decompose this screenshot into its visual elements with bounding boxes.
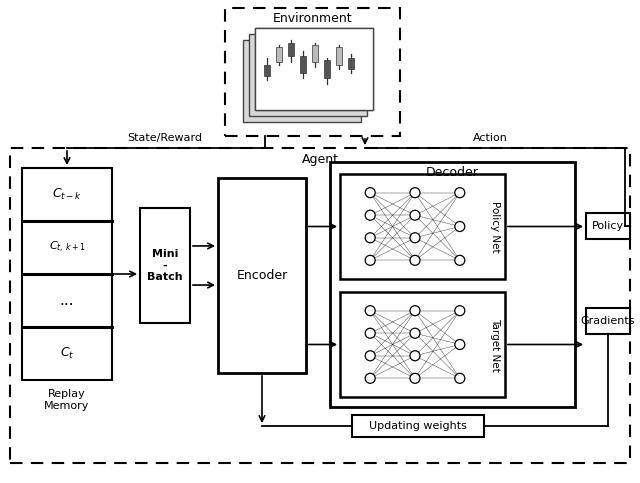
Bar: [10, 148, 630, 463]
Text: Encoder: Encoder: [236, 269, 287, 282]
Circle shape: [365, 373, 375, 384]
Circle shape: [410, 373, 420, 384]
Circle shape: [410, 256, 420, 265]
Circle shape: [410, 188, 420, 198]
Bar: [312, 45, 318, 61]
Bar: [348, 58, 354, 69]
Bar: [340, 174, 505, 279]
Bar: [264, 65, 270, 76]
Circle shape: [455, 373, 465, 384]
Bar: [140, 208, 190, 323]
Circle shape: [365, 210, 375, 220]
Text: $C_{t-k}$: $C_{t-k}$: [52, 187, 82, 202]
Circle shape: [365, 351, 375, 361]
Circle shape: [410, 233, 420, 243]
Bar: [225, 8, 400, 136]
Circle shape: [365, 328, 375, 338]
Text: Action: Action: [472, 133, 508, 143]
Bar: [330, 162, 575, 407]
Bar: [249, 34, 367, 116]
Circle shape: [455, 256, 465, 265]
Text: $C_t$: $C_t$: [60, 346, 74, 361]
Text: Policy Net: Policy Net: [490, 201, 500, 252]
Text: Agent: Agent: [301, 153, 339, 166]
Text: Target Net: Target Net: [490, 318, 500, 371]
Bar: [352, 415, 484, 437]
Bar: [336, 47, 342, 65]
Circle shape: [410, 328, 420, 338]
Circle shape: [455, 306, 465, 316]
Bar: [300, 56, 306, 72]
Bar: [22, 168, 112, 380]
Circle shape: [455, 340, 465, 350]
Circle shape: [410, 351, 420, 361]
Bar: [255, 28, 373, 110]
Text: ...: ...: [60, 293, 74, 308]
Circle shape: [365, 188, 375, 198]
Bar: [276, 47, 282, 61]
Bar: [255, 28, 373, 110]
Text: Replay
Memory: Replay Memory: [44, 389, 90, 411]
Text: Updating weights: Updating weights: [369, 421, 467, 431]
Circle shape: [365, 306, 375, 316]
Circle shape: [365, 233, 375, 243]
Text: State/Reward: State/Reward: [127, 133, 202, 143]
Circle shape: [365, 256, 375, 265]
Text: Gradients: Gradients: [580, 316, 636, 326]
Bar: [288, 43, 294, 56]
Bar: [324, 60, 330, 78]
Text: Policy: Policy: [592, 221, 624, 231]
Circle shape: [455, 222, 465, 231]
Text: $C_{t,\,k+1}$: $C_{t,\,k+1}$: [49, 240, 85, 255]
Bar: [586, 308, 630, 334]
Text: Decoder: Decoder: [426, 166, 479, 179]
Circle shape: [455, 188, 465, 198]
Circle shape: [410, 306, 420, 316]
Bar: [243, 40, 361, 122]
Text: Environment: Environment: [273, 12, 352, 25]
Bar: [586, 213, 630, 239]
Bar: [340, 292, 505, 397]
Circle shape: [410, 210, 420, 220]
Bar: [218, 178, 306, 373]
Text: Mini
-
Batch: Mini - Batch: [147, 249, 183, 282]
